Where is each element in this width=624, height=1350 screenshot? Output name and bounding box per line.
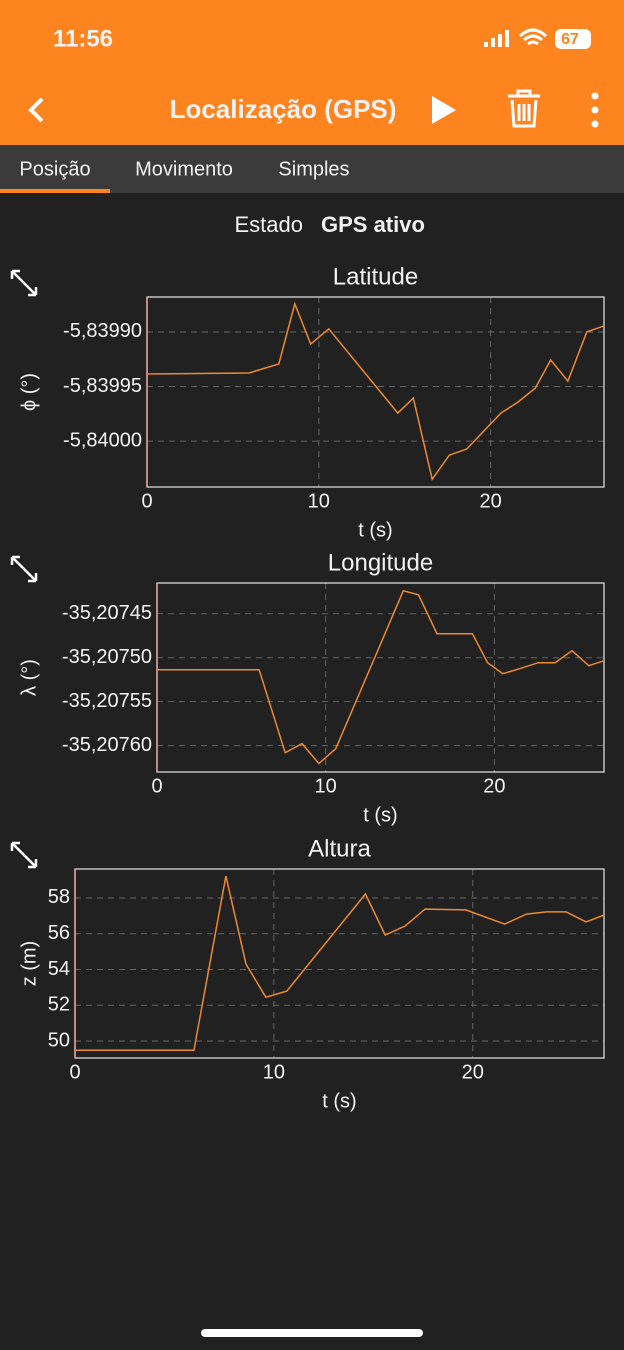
chart-title: Longitude [328, 549, 433, 576]
y-tick-label: 58 [48, 886, 70, 908]
wifi-icon [518, 28, 548, 46]
status-label: Estado [235, 212, 304, 237]
x-tick-label: 20 [479, 490, 501, 512]
signal-icon [484, 30, 509, 47]
chart-title: Altura [308, 835, 371, 862]
battery-icon [555, 29, 591, 49]
x-axis-label: t (s) [358, 519, 392, 541]
x-tick-label: 10 [315, 775, 337, 797]
x-tick-label: 0 [141, 490, 152, 512]
y-tick-label: -5,84000 [63, 429, 142, 451]
menu-button[interactable] [591, 92, 599, 128]
y-tick-label: -5,83995 [63, 375, 142, 397]
data-line [157, 589, 605, 765]
x-tick-label: 0 [151, 775, 162, 797]
back-button[interactable] [28, 97, 44, 123]
y-tick-label: -35,20760 [62, 734, 152, 756]
chart-title: Latitude [333, 263, 418, 290]
x-tick-label: 10 [263, 1061, 285, 1083]
y-axis-label: ϕ (°) [18, 373, 40, 411]
play-button[interactable] [432, 96, 456, 124]
x-tick-label: 0 [69, 1061, 80, 1083]
y-axis-label: z (m) [18, 941, 40, 987]
y-tick-label: 50 [48, 1029, 70, 1051]
tab-bar [0, 145, 624, 193]
y-tick-label: -5,83990 [63, 320, 142, 342]
y-tick-label: 54 [48, 958, 70, 980]
x-axis-label: t (s) [322, 1090, 356, 1112]
y-tick-label: -35,20745 [62, 602, 152, 624]
tab-indicator [0, 189, 110, 193]
y-tick-label: -35,20755 [62, 690, 152, 712]
tab[interactable]: Simples [278, 158, 349, 180]
status-value: GPS ativo [321, 212, 425, 237]
x-tick-label: 20 [483, 775, 505, 797]
y-tick-label: -35,20750 [62, 646, 152, 668]
y-axis-label: λ (°) [18, 659, 40, 696]
expand-icon[interactable] [10, 269, 38, 869]
data-line [75, 875, 605, 1052]
toolbar-title: Localização (GPS) [170, 94, 397, 124]
home-indicator [201, 1329, 423, 1337]
y-tick-label: 56 [48, 922, 70, 944]
x-tick-label: 10 [308, 490, 330, 512]
data-line [146, 301, 605, 481]
y-tick-label: 52 [48, 994, 70, 1016]
delete-button[interactable] [508, 89, 540, 128]
x-tick-label: 20 [462, 1061, 484, 1083]
tab[interactable]: Posição [19, 158, 90, 180]
x-axis-label: t (s) [363, 804, 397, 826]
tab[interactable]: Movimento [135, 158, 233, 180]
clock: 11:56 [53, 25, 113, 52]
battery-level: 67 [561, 31, 579, 48]
